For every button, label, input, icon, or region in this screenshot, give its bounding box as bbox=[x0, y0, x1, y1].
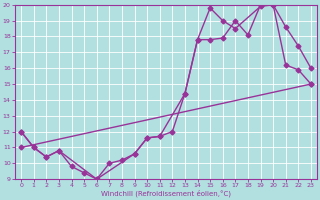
X-axis label: Windchill (Refroidissement éolien,°C): Windchill (Refroidissement éolien,°C) bbox=[101, 190, 231, 197]
